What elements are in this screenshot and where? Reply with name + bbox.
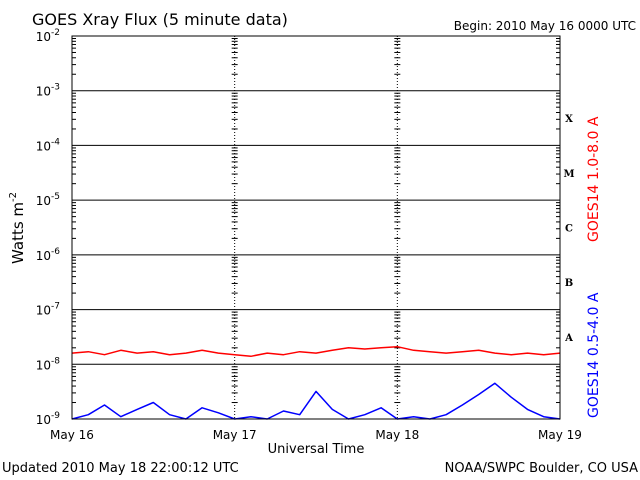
y-tick-exponent: -9 — [51, 411, 60, 421]
x-tick-labels: May 16 May 17 May 18 May 19 — [50, 428, 582, 442]
y-tick-base: 10 — [36, 85, 51, 99]
y-tick-exponent: -7 — [51, 302, 60, 312]
y-tick-base: 10 — [36, 30, 51, 44]
x-tick-label: May 17 — [213, 428, 257, 442]
y-tick-label: 10-8 — [36, 356, 61, 372]
flare-class-label: C — [565, 224, 573, 235]
y-tick-labels: 10-210-310-410-510-610-710-810-9 — [36, 28, 61, 427]
footer-updated: Updated 2010 May 18 22:00:12 UTC — [2, 461, 239, 476]
footer-source: NOAA/SWPC Boulder, CO USA — [445, 461, 638, 476]
x-axis-label: Universal Time — [268, 442, 365, 457]
y-tick-exponent: -6 — [51, 247, 60, 257]
y-tick-label: 10-3 — [36, 83, 60, 99]
y-tick-exponent: -2 — [51, 28, 60, 38]
y-tick-base: 10 — [36, 413, 51, 427]
y-tick-exponent: -5 — [51, 192, 60, 202]
y-tick-base: 10 — [36, 304, 51, 318]
svg-text:Watts m-2: Watts m-2 — [8, 192, 27, 264]
y-axis-label-sup: -2 — [8, 192, 19, 202]
begin-label: Begin: 2010 May 16 0000 UTC — [454, 19, 636, 33]
y-tick-base: 10 — [36, 194, 51, 208]
y-tick-label: 10-9 — [36, 411, 61, 427]
series-line-2 — [71, 382, 561, 420]
x-tick-label: May 16 — [50, 428, 94, 442]
x-tick-label: May 19 — [538, 428, 582, 442]
series-line-1 — [71, 345, 561, 358]
y-tick-label: 10-2 — [36, 28, 60, 44]
flare-class-label: A — [564, 333, 573, 344]
y-tick-exponent: -3 — [51, 83, 60, 93]
y-tick-label: 10-4 — [36, 137, 61, 153]
x-tick-label: May 18 — [375, 428, 419, 442]
y-tick-exponent: -4 — [51, 137, 60, 147]
grid-lines — [72, 35, 560, 420]
chart-title: GOES Xray Flux (5 minute data) — [32, 10, 288, 29]
plot-frame — [71, 35, 561, 420]
y-tick-base: 10 — [36, 249, 51, 263]
legend-series-2: GOES14 0.5-4.0 A — [586, 292, 602, 418]
series-lines — [71, 345, 561, 420]
flare-class-label: X — [565, 114, 573, 125]
flare-class-label: M — [563, 169, 574, 180]
y-tick-base: 10 — [36, 358, 51, 372]
y-axis-label-text: Watts m — [9, 202, 27, 264]
y-tick-label: 10-6 — [36, 247, 61, 263]
flare-class-labels: X M C B A — [563, 114, 574, 344]
y-axis-label: Watts m-2 — [8, 192, 27, 264]
y-tick-exponent: -8 — [51, 356, 60, 366]
legend-series-1: GOES14 1.0-8.0 A — [586, 116, 602, 242]
y-tick-base: 10 — [36, 139, 51, 153]
flare-class-label: B — [565, 278, 573, 289]
y-tick-label: 10-7 — [36, 302, 60, 318]
y-tick-label: 10-5 — [36, 192, 60, 208]
